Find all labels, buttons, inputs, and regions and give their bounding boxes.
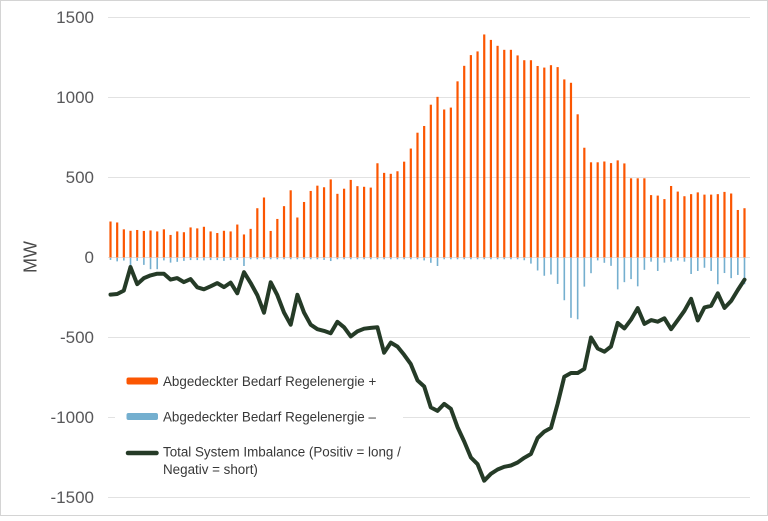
svg-text:Abgedeckter Bedarf Regelenergi: Abgedeckter Bedarf Regelenergie + — [163, 374, 376, 389]
svg-text:Abgedeckter Bedarf Regelenergi: Abgedeckter Bedarf Regelenergie – — [163, 410, 376, 425]
svg-text:Negativ = short): Negativ = short) — [163, 462, 258, 477]
svg-text:1500: 1500 — [56, 8, 94, 27]
svg-text:500: 500 — [66, 168, 94, 187]
svg-text:MW: MW — [21, 241, 41, 273]
svg-text:Total System Imbalance (Positi: Total System Imbalance (Positiv = long / — [163, 445, 401, 460]
svg-text:-1000: -1000 — [51, 408, 94, 427]
svg-text:-500: -500 — [60, 328, 94, 347]
svg-text:0: 0 — [85, 248, 94, 267]
svg-text:-1500: -1500 — [51, 488, 94, 507]
svg-text:1000: 1000 — [56, 88, 94, 107]
